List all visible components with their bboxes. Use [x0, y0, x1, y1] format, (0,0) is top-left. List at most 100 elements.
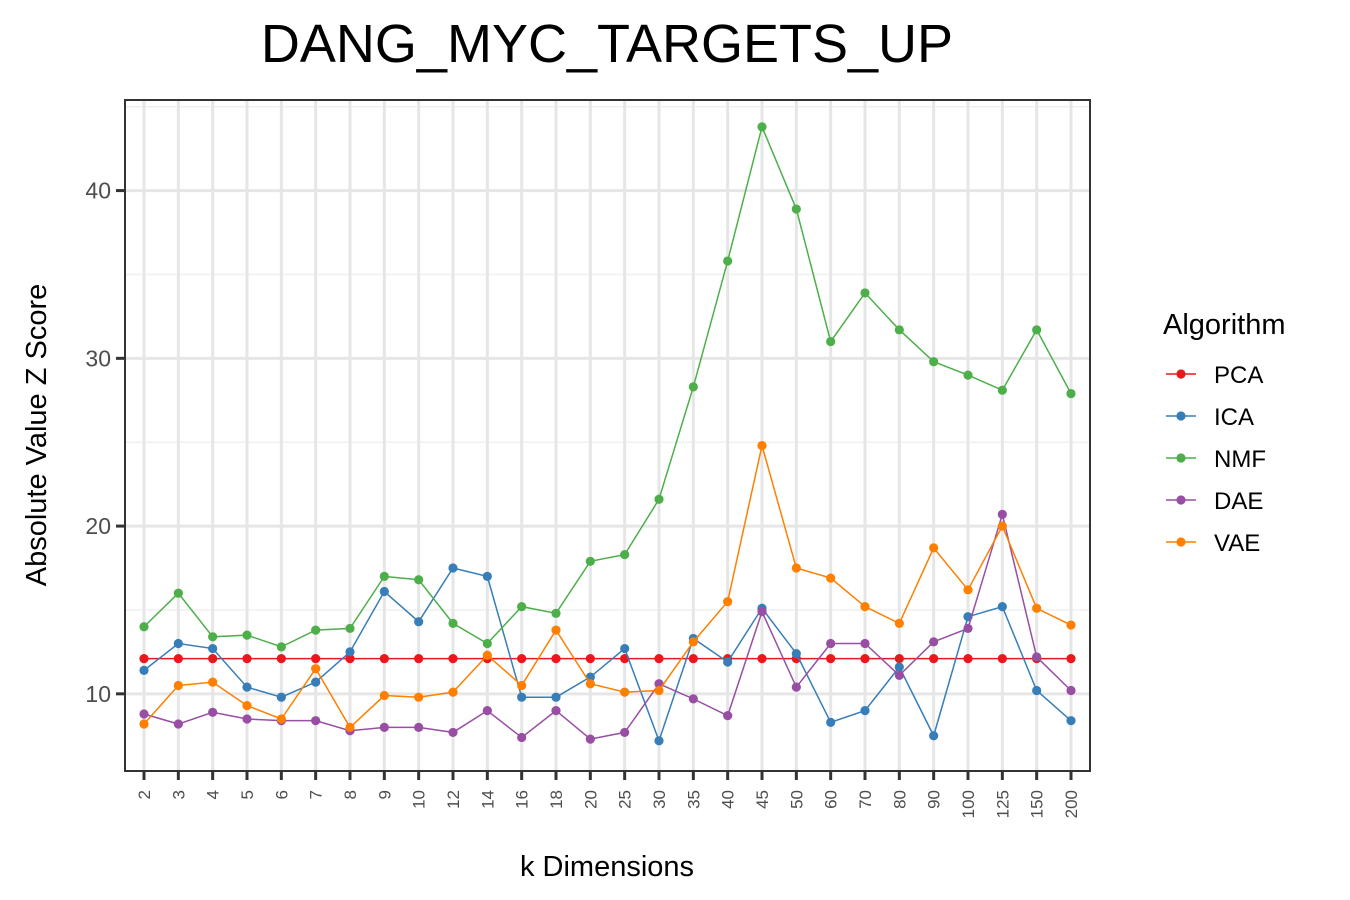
point-vae-12	[448, 687, 458, 697]
point-dae-7	[311, 716, 321, 726]
point-ica-4	[208, 643, 218, 654]
x-tick-label: 20	[581, 790, 600, 809]
plot-series	[139, 122, 1076, 746]
legend-title: Algorithm	[1163, 309, 1286, 341]
point-vae-35	[688, 637, 698, 647]
point-nmf-100	[963, 370, 973, 380]
point-nmf-25	[620, 550, 630, 560]
point-nmf-60	[826, 336, 836, 347]
point-nmf-18	[551, 608, 561, 618]
point-vae-4	[208, 677, 218, 687]
point-pca-125	[997, 654, 1007, 664]
point-pca-30	[654, 654, 664, 664]
point-vae-18	[551, 625, 561, 635]
point-dae-60	[826, 638, 836, 649]
point-nmf-90	[929, 357, 939, 367]
point-pca-35	[688, 654, 698, 664]
point-vae-8	[345, 722, 355, 732]
point-ica-70	[860, 706, 870, 716]
x-tick-label: 50	[787, 790, 806, 809]
point-dae-14	[482, 706, 492, 716]
series-line-nmf	[143, 124, 1072, 648]
x-tick-label: 30	[650, 790, 669, 809]
point-nmf-5	[242, 630, 252, 640]
point-vae-3	[173, 680, 183, 691]
point-vae-20	[585, 679, 595, 689]
point-pca-9	[379, 654, 389, 664]
point-vae-6	[276, 714, 286, 724]
point-dae-4	[208, 707, 218, 717]
point-ica-8	[345, 647, 355, 657]
point-dae-16	[517, 732, 527, 743]
point-pca-12	[448, 654, 458, 664]
point-pca-10	[414, 654, 424, 664]
point-ica-14	[482, 571, 492, 582]
x-tick-label: 12	[444, 790, 463, 809]
point-vae-150	[1032, 603, 1042, 613]
point-ica-40	[723, 657, 733, 667]
point-vae-50	[791, 563, 801, 573]
y-axis: 10 20 30 40	[85, 178, 125, 707]
point-nmf-125	[997, 385, 1007, 395]
x-tick-label: 60	[822, 790, 841, 809]
point-dae-18	[551, 706, 561, 716]
point-nmf-9	[379, 571, 389, 582]
point-vae-60	[826, 573, 836, 583]
point-ica-80	[894, 662, 904, 672]
x-tick-label: 100	[959, 790, 978, 818]
point-vae-100	[963, 585, 973, 595]
point-ica-200	[1066, 716, 1076, 726]
point-pca-100	[963, 654, 973, 664]
x-tick-label: 10	[410, 790, 429, 809]
point-dae-3	[173, 719, 183, 729]
point-dae-5	[242, 714, 252, 724]
point-ica-7	[311, 677, 321, 687]
x-tick-label: 9	[375, 790, 394, 799]
x-axis: 2 3 4 5 6 7 8 9 10 12 14 16 18 20 25 30 35 40 45 50 60 70 80 90…	[135, 771, 1081, 818]
point-nmf-3	[173, 588, 183, 598]
point-nmf-12	[448, 618, 458, 628]
x-tick-label: 200	[1062, 790, 1081, 818]
point-nmf-70	[860, 288, 870, 298]
point-nmf-6	[276, 642, 286, 652]
y-tick-label: 10	[85, 681, 111, 707]
x-tick-label: 18	[547, 790, 566, 809]
legend: Algorithm PCA ICA NMF DAE VAE	[1163, 309, 1286, 557]
point-dae-45	[757, 607, 767, 617]
point-nmf-50	[791, 204, 801, 214]
point-vae-90	[929, 543, 939, 553]
point-nmf-14	[482, 638, 492, 649]
legend-key-point-ica	[1176, 411, 1186, 421]
point-dae-2	[139, 709, 149, 719]
point-nmf-30	[654, 494, 664, 504]
point-vae-200	[1066, 620, 1076, 630]
x-tick-label: 40	[719, 790, 738, 809]
point-ica-10	[414, 617, 424, 627]
x-tick-label: 125	[993, 790, 1012, 818]
point-dae-200	[1066, 685, 1076, 696]
point-dae-40	[723, 711, 733, 721]
point-nmf-150	[1032, 325, 1042, 335]
x-tick-label: 25	[616, 790, 635, 809]
series-line-vae	[143, 445, 1072, 729]
legend-label-dae: DAE	[1214, 488, 1263, 515]
y-axis-title: Absolute Value Z Score	[21, 284, 53, 587]
point-nmf-4	[208, 632, 218, 642]
x-tick-label: 3	[169, 790, 188, 799]
legend-label-vae: VAE	[1214, 530, 1260, 557]
x-tick-label: 6	[272, 790, 291, 799]
y-tick-label: 20	[85, 513, 111, 539]
point-ica-2	[139, 665, 149, 675]
point-dae-150	[1032, 652, 1042, 662]
x-tick-label: 8	[341, 790, 360, 799]
point-vae-7	[311, 664, 321, 674]
point-ica-125	[997, 602, 1007, 612]
point-dae-70	[860, 638, 870, 649]
point-ica-60	[826, 717, 836, 727]
x-tick-label: 90	[925, 790, 944, 809]
point-pca-45	[757, 654, 767, 664]
point-nmf-80	[894, 325, 904, 335]
x-axis-title: k Dimensions	[520, 851, 694, 883]
x-tick-label: 7	[307, 790, 326, 799]
